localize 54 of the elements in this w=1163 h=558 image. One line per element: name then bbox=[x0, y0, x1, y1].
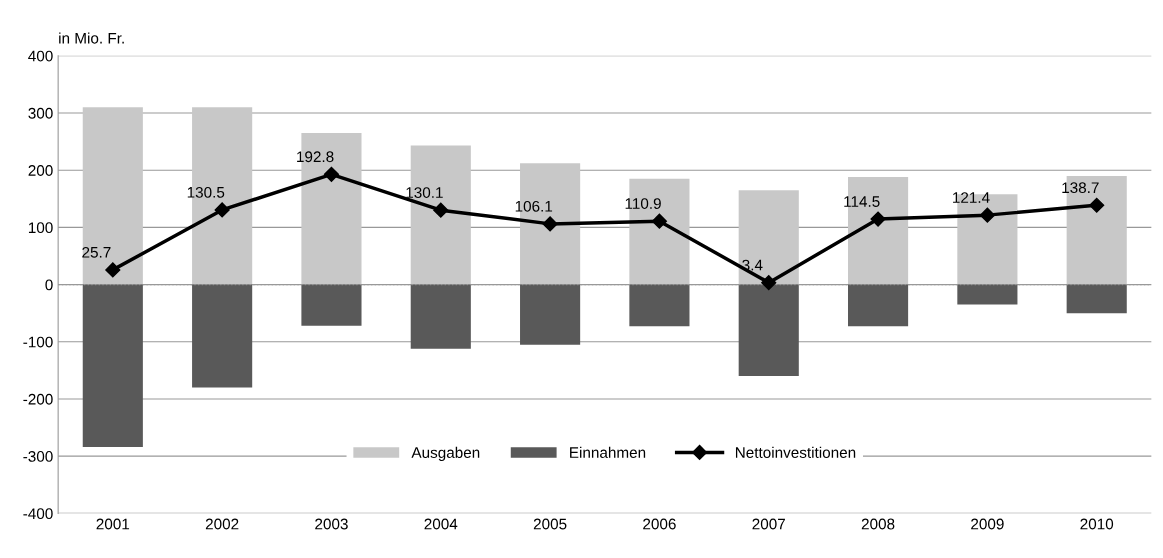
legend-label: Ausgaben bbox=[411, 446, 480, 461]
x-tick-label: 2007 bbox=[752, 518, 785, 530]
x-tick-label: 2001 bbox=[96, 518, 130, 530]
point bbox=[542, 216, 558, 232]
x-tick-label: 2002 bbox=[205, 518, 239, 530]
y-tick-label: 200 bbox=[28, 165, 53, 176]
y-axis-title: in Mio. Fr. bbox=[59, 32, 124, 44]
bar bbox=[301, 284, 362, 326]
data-label: 192.8 bbox=[297, 151, 334, 163]
data-label: 138.7 bbox=[1062, 182, 1099, 194]
point bbox=[979, 207, 995, 223]
y-tick-label: -100 bbox=[23, 336, 53, 348]
point bbox=[323, 166, 340, 182]
data-label: 130.1 bbox=[406, 187, 443, 198]
y-tick-label: 400 bbox=[28, 50, 53, 62]
x-tick-label: 2008 bbox=[861, 518, 895, 530]
bar bbox=[957, 284, 1018, 305]
y-tick-label: -300 bbox=[23, 451, 53, 462]
y-tick-label: -400 bbox=[23, 508, 53, 520]
data-label: 130.5 bbox=[187, 186, 225, 198]
bar bbox=[1066, 284, 1127, 314]
data-label: 25.7 bbox=[82, 246, 111, 258]
bar bbox=[520, 284, 581, 345]
bar bbox=[82, 107, 143, 285]
data-label: 106.1 bbox=[515, 200, 553, 212]
point bbox=[433, 202, 449, 218]
point bbox=[1089, 197, 1105, 213]
x-tick-label: 2004 bbox=[424, 518, 458, 530]
bar bbox=[738, 190, 799, 285]
data-label: 114.5 bbox=[844, 196, 880, 207]
bar bbox=[738, 284, 799, 377]
point bbox=[105, 262, 121, 278]
bar bbox=[82, 284, 143, 448]
x-tick-label: 2006 bbox=[643, 518, 676, 530]
y-tick-label: 100 bbox=[28, 222, 53, 234]
legend-label: Nettoinvestitionen bbox=[735, 446, 856, 458]
y-tick-label: 0 bbox=[45, 279, 53, 291]
x-tick-label: 2010 bbox=[1080, 518, 1114, 530]
legend-label: Einnahmen bbox=[570, 446, 646, 458]
bar bbox=[629, 284, 690, 327]
bar bbox=[410, 284, 471, 349]
y-tick-label: 300 bbox=[28, 107, 53, 119]
bar bbox=[848, 284, 909, 327]
point bbox=[651, 213, 667, 229]
y-tick-label: -200 bbox=[23, 393, 53, 405]
point bbox=[870, 211, 886, 227]
x-tick-label: 2005 bbox=[533, 518, 567, 530]
point bbox=[214, 202, 230, 218]
x-tick-label: 2009 bbox=[971, 518, 1004, 530]
point bbox=[761, 275, 777, 291]
bar bbox=[192, 284, 253, 388]
data-label: 121.4 bbox=[953, 192, 990, 203]
x-tick-label: 2003 bbox=[315, 518, 348, 530]
data-label: 110.9 bbox=[625, 198, 661, 209]
